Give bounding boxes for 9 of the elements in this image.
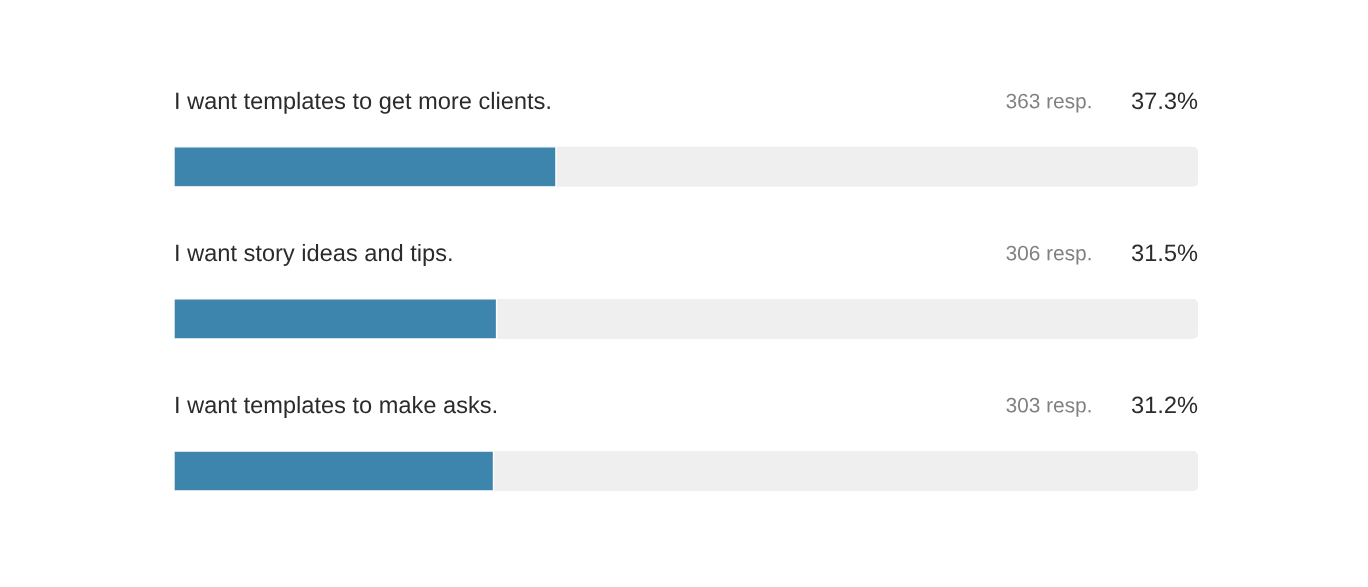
y-tick-label: I want story ideas and tips. — [176, 243, 452, 266]
annotation: 303 resp. — [1006, 397, 1091, 417]
y-tick-label: I want templates to get more clients. — [176, 91, 550, 114]
y-tick-label: I want templates to make asks. — [176, 395, 496, 418]
data-label: 31.5% — [1131, 244, 1198, 262]
annotation: 363 resp. — [1006, 93, 1091, 113]
annotation: 306 resp. — [1006, 245, 1091, 265]
data-label: 37.3% — [1131, 92, 1198, 110]
data-label: 31.2% — [1131, 396, 1198, 414]
